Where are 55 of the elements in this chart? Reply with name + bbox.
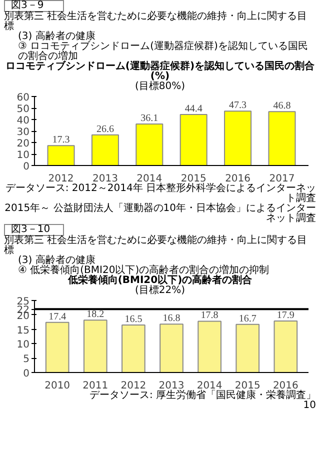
y-tick-label: 15 [16,325,30,336]
data-label: 17.4 [48,311,66,322]
data-label: 16.8 [162,313,180,324]
text: (3) 高齢者の健康 [18,255,96,266]
y-tick-label: 0 [23,368,30,380]
text: 10 [303,400,316,411]
x-tick-label: 2012 [120,380,146,392]
x-tick-label: 2014 [136,174,162,184]
x-tick-label: 2010 [44,380,70,392]
y-tick-label: 5 [23,354,30,366]
text: データソース: 2012～2014年 日本整形外科学会によるインターネット調査 [4,183,316,204]
bar [91,134,119,166]
bar [180,114,208,166]
x-tick-label: 2012 [48,174,74,184]
text: (3) 高齢者の健康 [18,31,96,42]
text: 2015年～ 公益財団法人「運動器の10年・日本協会」によるインターネット調査 [4,203,316,224]
chart-subtitle: (目標22%) [134,285,186,296]
bar [47,145,75,166]
y-tick-label: 0 [23,162,30,172]
text: ③ ロコモティブシンドローム(運動器症候群)を認知している国民の割合の増加 [18,41,308,62]
x-tick-label: 2013 [92,174,118,184]
y-tick-label: 40 [16,116,30,126]
chart-subtitle: (目標80%) [134,81,186,92]
y-tick-label: 60 [16,92,30,104]
data-label: 17.9 [276,310,294,321]
x-tick-label: 2015 [180,174,206,184]
bar [136,123,164,166]
y-tick-label: 30 [16,127,30,138]
data-label: 26.6 [96,124,114,135]
data-label: 47.3 [229,100,247,112]
y-tick-label: 50 [16,104,30,115]
data-label: 46.8 [273,100,291,112]
y-tick-label: 10 [16,340,30,351]
y-tick-label: 10 [16,150,30,161]
chart-title: 低栄養傾向(BMI20以下)の高齢者の割合 [68,275,252,286]
data-label: 44.4 [184,103,202,114]
caption: 図3－10 [11,224,50,235]
bar [268,111,296,166]
data-label: 17.3 [52,134,70,146]
text: ④ 低栄養傾向(BMI20以下)の高齢者の割合の増加の抑制 [18,265,270,276]
text: データソース: 厚生労働省「国民健康・栄養調査」 [89,390,316,401]
data-label: 16.7 [238,313,256,324]
data-label: 36.1 [140,112,158,124]
data-label: 16.5 [124,314,142,325]
bar [224,110,252,166]
text: 別表第三 社会生活を営むために必要な機能の維持・向上に関する目標 [4,235,308,256]
caption: 図3－9 [11,0,44,11]
text: 別表第三 社会生活を営むために必要な機能の維持・向上に関する目標 [4,11,308,32]
y-tick-label: 20 [16,138,30,150]
chart-title: ロコモティブシンドローム(運動器症候群)を認知している国民の割合(%) [4,61,316,82]
x-tick-label: 2017 [269,174,295,184]
x-tick-label: 2016 [225,174,251,184]
x-tick-label: 2011 [82,380,108,392]
data-label: 18.2 [86,309,104,320]
data-label: 17.8 [200,310,218,322]
